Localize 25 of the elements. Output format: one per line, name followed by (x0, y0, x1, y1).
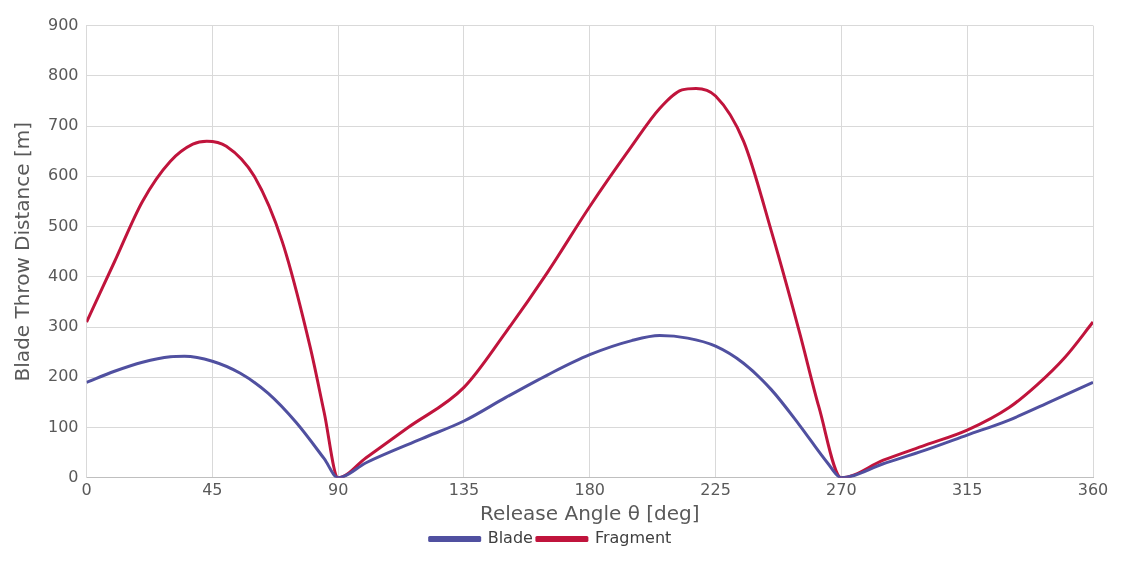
x-tick-label: 270 (826, 479, 857, 499)
line-series (86, 86, 1093, 478)
y-tick-label: 800 (47, 65, 79, 84)
y-tick-label: 300 (47, 316, 79, 336)
x-tick-label: 45 (202, 479, 223, 499)
legend-label: Fragment (594, 528, 672, 548)
x-tick-label: 225 (700, 479, 731, 499)
y-axis-title: Blade Throw Distance [m] (10, 121, 35, 382)
x-tick-label: 315 (951, 479, 983, 499)
y-tick-label: 100 (47, 416, 79, 436)
y-tick-label: 600 (47, 165, 79, 185)
x-tick-label: 135 (448, 479, 480, 499)
y-tick-label: 200 (47, 366, 79, 386)
y-tick-label: 500 (47, 215, 79, 235)
y-tick-label: 900 (47, 14, 79, 34)
legend-label: Blade (487, 528, 533, 548)
x-axis-title: Release Angle θ [deg] (479, 501, 700, 526)
y-tick-label: 700 (47, 115, 79, 135)
y-tick-label: 400 (47, 265, 79, 285)
y-tick-label: 0 (68, 466, 79, 486)
x-tick-label: 0 (81, 479, 92, 499)
x-tick-label: 90 (327, 479, 349, 499)
x-tick-label: 180 (574, 479, 606, 499)
line-series (86, 334, 1093, 478)
x-tick-label: 360 (1077, 479, 1109, 499)
